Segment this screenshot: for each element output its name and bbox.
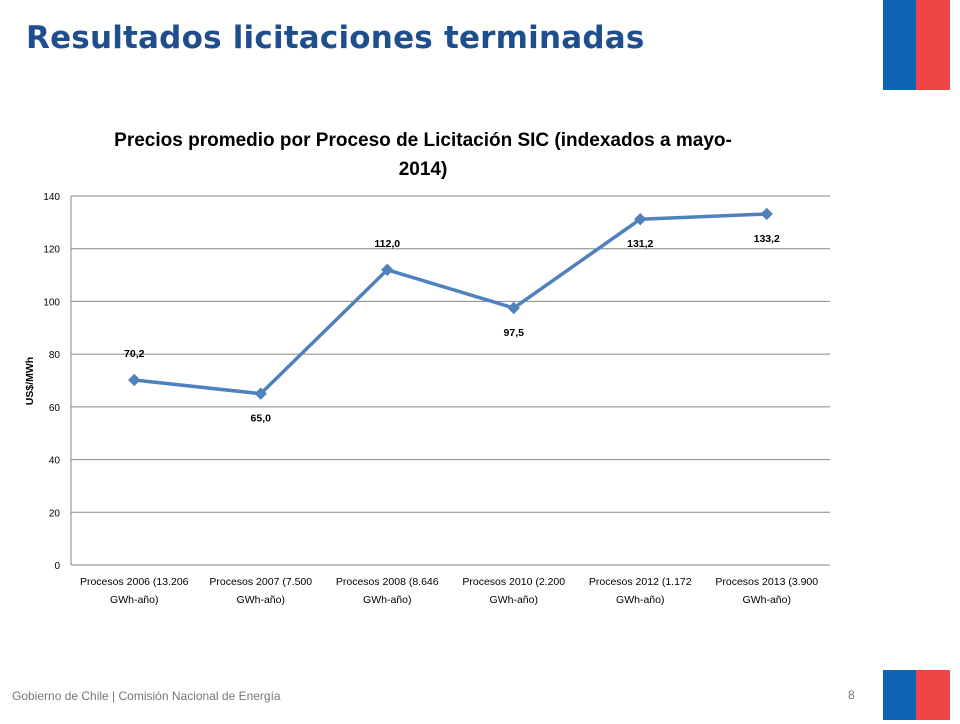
x-tick-label: GWh-año): [363, 594, 411, 606]
y-tick-label: 20: [49, 508, 61, 519]
slide-title: Resultados licitaciones terminadas: [26, 20, 645, 56]
data-label: 133,2: [754, 233, 780, 245]
data-point-marker: [760, 207, 773, 221]
chile-flag-emblem-bottom: [883, 670, 950, 720]
y-tick-label: 100: [43, 297, 60, 308]
y-tick-label: 0: [54, 561, 60, 572]
x-tick-label: GWh-año): [616, 594, 664, 606]
x-tick-label: Procesos 2010 (2.200: [462, 576, 565, 588]
data-point-marker: [381, 263, 394, 277]
footer-text: Gobierno de Chile | Comisión Nacional de…: [12, 689, 281, 703]
x-tick-label: GWh-año): [110, 594, 158, 606]
data-label: 97,5: [504, 327, 525, 339]
page-number: 8: [848, 688, 855, 702]
x-tick-label: GWh-año): [237, 594, 285, 606]
y-tick-label: 60: [49, 403, 61, 414]
series-line: [134, 212, 767, 396]
data-label: 70,2: [124, 348, 145, 360]
x-tick-label: Procesos 2006 (13.206: [80, 576, 189, 588]
y-axis-label: US$/MWh: [24, 357, 36, 405]
y-tick-label: 120: [43, 245, 60, 256]
data-point-marker: [254, 387, 267, 400]
data-point-marker: [507, 301, 520, 315]
data-label: 112,0: [374, 238, 400, 250]
data-point-marker: [634, 212, 647, 226]
data-label: 65,0: [251, 413, 272, 425]
x-tick-label: Procesos 2007 (7.500: [209, 576, 312, 588]
x-tick-label: Procesos 2013 (3.900: [715, 576, 818, 588]
y-tick-label: 140: [43, 192, 60, 203]
x-tick-label: Procesos 2008 (8.646: [336, 576, 439, 588]
data-label: 131,2: [627, 238, 653, 250]
y-tick-label: 80: [49, 350, 61, 361]
x-tick-label: GWh-año): [490, 594, 538, 606]
x-tick-label: GWh-año): [743, 594, 791, 606]
chart-title-line-0: Precios promedio por Proceso de Licitaci…: [114, 130, 732, 151]
y-tick-label: 40: [49, 456, 61, 467]
chile-flag-emblem-top: [883, 0, 950, 90]
chart-title-line-1: 2014): [399, 159, 448, 180]
data-point-marker: [128, 373, 141, 387]
x-tick-label: Procesos 2012 (1.172: [589, 576, 692, 588]
